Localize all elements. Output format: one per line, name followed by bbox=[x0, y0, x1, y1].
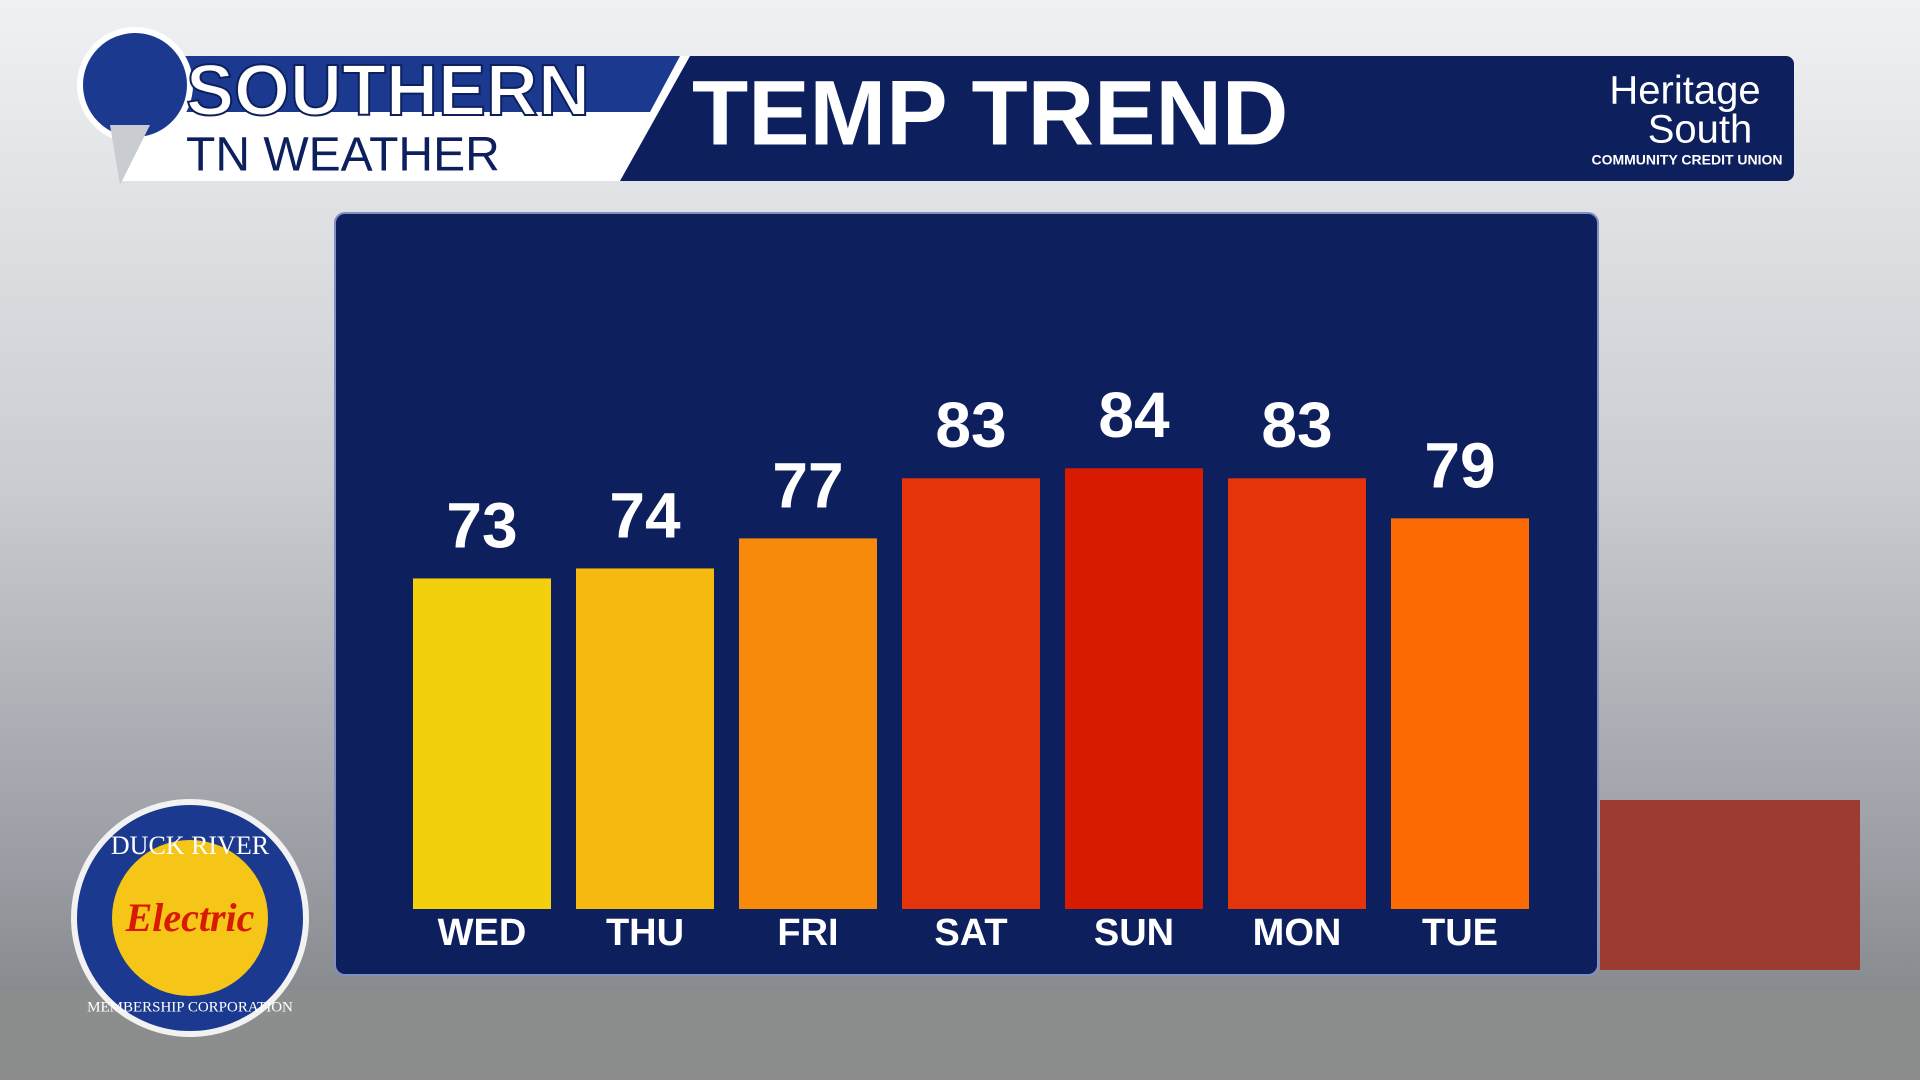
bar bbox=[1391, 518, 1529, 909]
road bbox=[0, 990, 1920, 1080]
sponsor-subtitle: COMMUNITY CREDIT UNION bbox=[1591, 152, 1782, 168]
x-tick-label: THU bbox=[606, 912, 684, 954]
value-label: 73 bbox=[446, 489, 517, 561]
header-logo-band bbox=[122, 56, 680, 112]
tn-logo bbox=[77, 27, 193, 143]
bar bbox=[1065, 468, 1203, 909]
x-tick-label: SUN bbox=[1094, 912, 1174, 954]
x-tick-label: TUE bbox=[1422, 912, 1498, 954]
sponsor-name: South bbox=[1648, 108, 1753, 152]
bar bbox=[902, 478, 1040, 909]
logo-text: DUCK RIVER bbox=[111, 831, 270, 860]
value-label: 77 bbox=[772, 449, 843, 521]
value-label: 74 bbox=[609, 479, 681, 551]
show-title: SOUTHERN bbox=[186, 51, 590, 131]
bar bbox=[576, 568, 714, 909]
sponsor-logo-inner bbox=[112, 840, 268, 996]
x-tick-label: SAT bbox=[934, 912, 1007, 954]
value-label: 83 bbox=[935, 389, 1006, 461]
bar bbox=[1228, 478, 1366, 909]
tn-logo-point bbox=[110, 125, 150, 185]
value-label: 83 bbox=[1261, 389, 1332, 461]
value-label: 84 bbox=[1098, 379, 1170, 451]
logo-text: Electric bbox=[125, 895, 255, 940]
building bbox=[1600, 800, 1860, 970]
chart-title: TEMP TREND bbox=[692, 62, 1288, 164]
show-subtitle: TN WEATHER bbox=[186, 129, 500, 182]
sponsor-name: Heritage bbox=[1609, 69, 1760, 113]
x-tick-label: WED bbox=[438, 912, 527, 954]
x-tick-label: FRI bbox=[777, 912, 838, 954]
value-label: 79 bbox=[1424, 429, 1495, 501]
bar bbox=[739, 538, 877, 909]
bar bbox=[413, 578, 551, 909]
logo-text: MEMBERSHIP CORPORATION bbox=[87, 999, 293, 1015]
x-tick-label: MON bbox=[1253, 912, 1342, 954]
